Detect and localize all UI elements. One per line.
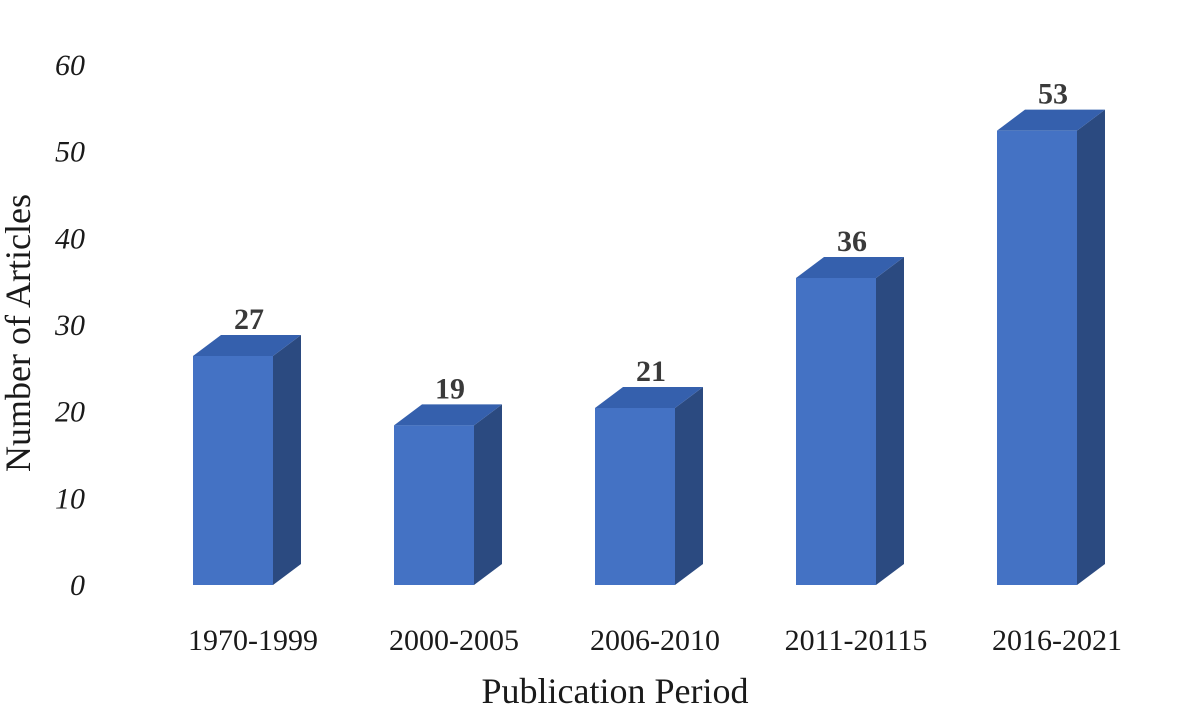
y-axis-ticks: 0 10 20 30 40 50 60: [54, 49, 85, 602]
y-tick-label: 60: [55, 49, 85, 82]
y-tick-label: 50: [55, 136, 85, 169]
bar: [997, 109, 1105, 586]
data-labels-group: 27 19 21 36 53: [234, 78, 1068, 406]
bar-value-label: 36: [837, 225, 867, 258]
x-axis-title: Publication Period: [482, 671, 749, 707]
x-tick-label: 2000-2005: [389, 624, 519, 657]
y-tick-label: 10: [55, 482, 85, 515]
x-axis-tick-labels: 1970-1999 2000-2005 2006-2010 2011-20115 201…: [188, 624, 1122, 657]
bar-top-face: [595, 387, 703, 408]
bar: [193, 335, 301, 585]
bar-front-face: [193, 356, 273, 585]
bar: [595, 387, 703, 585]
y-tick-label: 30: [54, 309, 85, 342]
bar-front-face: [997, 130, 1077, 585]
bar-side-face: [273, 335, 301, 585]
bar-side-face: [1077, 109, 1105, 586]
x-tick-label: 2016-2021: [992, 624, 1122, 657]
bar-top-face: [997, 109, 1105, 131]
bar-value-label: 19: [435, 372, 465, 405]
x-tick-label: 2011-20115: [785, 624, 928, 657]
bar-front-face: [595, 408, 675, 585]
bar: [394, 404, 502, 585]
bar-side-face: [876, 257, 904, 585]
bar-side-face: [474, 404, 502, 585]
bar-top-face: [394, 404, 502, 426]
x-tick-label: 1970-1999: [188, 624, 318, 657]
y-tick-label: 40: [55, 222, 85, 255]
bar-top-face: [193, 335, 301, 356]
bar-side-face: [675, 387, 703, 585]
bar-value-label: 53: [1038, 78, 1068, 111]
y-tick-label: 0: [70, 569, 85, 602]
bar-front-face: [796, 278, 876, 585]
bars-group: [193, 109, 1105, 586]
bar-top-face: [796, 257, 904, 278]
bar-value-label: 21: [636, 355, 666, 388]
y-axis-title: Number of Articles: [0, 194, 38, 472]
bar-value-label: 27: [234, 303, 264, 336]
y-tick-label: 20: [55, 396, 85, 429]
x-tick-label: 2006-2010: [590, 624, 720, 657]
bar-front-face: [394, 425, 474, 585]
bar: [796, 257, 904, 585]
